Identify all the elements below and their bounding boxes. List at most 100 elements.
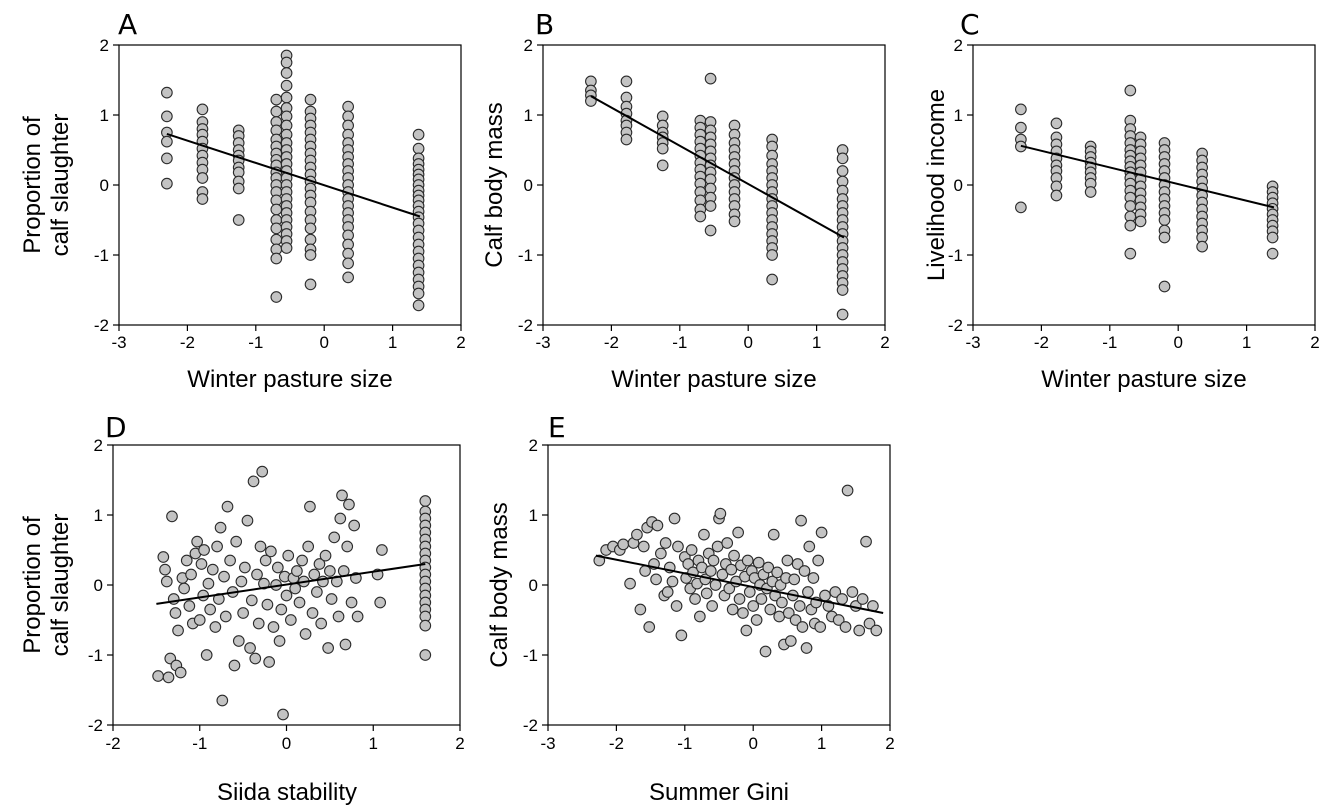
panel-c-x-tick-label-1: -2 bbox=[1034, 333, 1049, 352]
panel-b-data-point-33 bbox=[704, 72, 717, 85]
panel-a-data-point-97 bbox=[342, 100, 354, 113]
panel-d-data-point-81 bbox=[315, 617, 328, 630]
panel-e-data-point-88 bbox=[782, 607, 795, 619]
panel-a-y-label-line-2: calf slaughter bbox=[47, 114, 74, 257]
panel-e-data-point-20 bbox=[661, 586, 674, 598]
panel-e-data-point-44 bbox=[707, 554, 720, 567]
panel-b-data-point-80 bbox=[836, 152, 849, 165]
panel-c-x-tick-label-0: -3 bbox=[965, 333, 980, 352]
panel-a-fit-line bbox=[166, 132, 421, 218]
panel-d-data-point-52 bbox=[256, 465, 269, 478]
panel-b-fit-line bbox=[590, 95, 845, 239]
panel-c-data-point-14 bbox=[1050, 189, 1063, 202]
panel-d-y-axis-label: Proportion of calf slaughter bbox=[19, 514, 74, 657]
panel-d-data-point-34 bbox=[219, 610, 232, 623]
panel-a-data-point-30 bbox=[270, 105, 283, 118]
panel-d-y-tick-label-0: -2 bbox=[88, 716, 103, 735]
panel-e-data-point-19 bbox=[659, 537, 672, 549]
panel-b-y-tick-label-1: -1 bbox=[518, 246, 533, 265]
panel-e-data-point-56 bbox=[728, 549, 740, 562]
panel-d-x-tick-label-0: -2 bbox=[105, 734, 120, 753]
panel-e-data-point-15 bbox=[650, 573, 662, 586]
panel-d-data-point-46 bbox=[245, 594, 258, 607]
panel-c-x-tick-label-5: 2 bbox=[1310, 333, 1319, 352]
panel-c-data-point-66 bbox=[1158, 214, 1171, 226]
panel-d-data-point-85 bbox=[324, 565, 336, 577]
panel-e-data-point-0 bbox=[593, 554, 606, 567]
panel-b-data-point-4 bbox=[620, 75, 633, 88]
panel-a-data-point-96 bbox=[304, 278, 317, 291]
panel-b-y-tick-label-2: 0 bbox=[524, 176, 533, 195]
panel-e-data-point-105 bbox=[812, 554, 825, 567]
panel-a-data-point-116 bbox=[342, 247, 354, 260]
panel-b-y-tick-label-4: 2 bbox=[524, 36, 533, 55]
panel-a-data-point-93 bbox=[304, 233, 317, 246]
panel-d-data-point-3 bbox=[160, 575, 173, 588]
panel-d-y-tick-label-3: 1 bbox=[94, 506, 103, 525]
panel-e-y-tick-label-1: -1 bbox=[523, 646, 538, 665]
panel-a-data-point-46 bbox=[270, 233, 283, 246]
panel-e-data-point-113 bbox=[836, 593, 848, 605]
panel-e-data-point-17 bbox=[655, 547, 667, 560]
panel-b-data-point-46 bbox=[704, 224, 717, 237]
panel-d-y-label-line-2: calf slaughter bbox=[47, 514, 74, 657]
panel-d-data-point-44 bbox=[241, 514, 254, 527]
panel-e-data-point-67 bbox=[747, 600, 760, 612]
panel-a-data-point-53 bbox=[280, 79, 293, 92]
panel-a-letter: A bbox=[118, 8, 137, 41]
panel-a-data-point-95 bbox=[304, 249, 317, 261]
panel-c-y-tick-label-4: 2 bbox=[954, 36, 963, 55]
panel-d-data-point-102 bbox=[376, 544, 388, 556]
panel-e-data-point-64 bbox=[741, 554, 754, 567]
panel-d-data-point-49 bbox=[251, 568, 263, 581]
panel-e-data-point-49 bbox=[716, 568, 729, 581]
panel-c-y-tick-label-0: -2 bbox=[948, 316, 963, 335]
panel-a-data-point-4 bbox=[161, 152, 173, 165]
panel-a-data-point-28 bbox=[232, 214, 245, 226]
panel-e-data-point-107 bbox=[815, 526, 828, 539]
panel-e-data-point-7 bbox=[631, 528, 643, 541]
panel-d-data-point-28 bbox=[209, 621, 222, 633]
panel-d-data-point-60 bbox=[271, 561, 284, 574]
panel-c-x-tick-label-3: 0 bbox=[1173, 333, 1182, 352]
panel-e-data-point-10 bbox=[639, 565, 651, 577]
panel-d-data-point-6 bbox=[166, 510, 178, 523]
panel-e-data-point-95 bbox=[795, 514, 807, 527]
panel-a-data-point-17 bbox=[196, 193, 209, 205]
panel-b-x-tick-label-3: 0 bbox=[743, 333, 752, 352]
panel-e-data-point-99 bbox=[802, 586, 814, 598]
panel-c-y-tick-label-2: 0 bbox=[954, 176, 963, 195]
panel-a-data-point-48 bbox=[270, 252, 283, 265]
panel-e-data-point-45 bbox=[709, 579, 722, 591]
panel-d-data-point-35 bbox=[221, 500, 234, 513]
panel-e-data-point-9 bbox=[637, 540, 650, 553]
panel-b-x-tick-label-2: -1 bbox=[672, 333, 687, 352]
panel-e-data-point-115 bbox=[841, 484, 854, 497]
panel-e-data-point-26 bbox=[675, 629, 688, 642]
panel-d-data-point-42 bbox=[237, 607, 249, 619]
panel-a-y-tick-label-2: 0 bbox=[100, 176, 109, 195]
panel-d-data-point-71 bbox=[293, 596, 306, 609]
panel-d-data-point-94 bbox=[341, 540, 354, 553]
panel-d-data-point-89 bbox=[332, 610, 345, 623]
panel-c-fit-line bbox=[1020, 144, 1275, 209]
panel-d-data-point-67 bbox=[284, 614, 297, 626]
panel-e-y-axis-label: Calf body mass bbox=[486, 502, 513, 667]
panel-d-data-point-58 bbox=[267, 621, 280, 633]
panel-d-data-point-74 bbox=[299, 628, 312, 640]
panel-d-data-point-121 bbox=[419, 649, 432, 661]
panel-d-fit-line bbox=[156, 563, 426, 605]
panel-d-data-point-61 bbox=[273, 635, 286, 647]
panel-d-data-point-120 bbox=[419, 619, 432, 632]
panel-e-data-point-89 bbox=[784, 635, 797, 647]
panel-d-data-point-97 bbox=[348, 519, 361, 532]
panel-d-data-point-96 bbox=[345, 596, 358, 609]
panel-a-data-point-120 bbox=[412, 142, 425, 155]
panel-d-data-point-11 bbox=[174, 666, 187, 679]
panel-d-data-point-1 bbox=[157, 551, 170, 563]
panel-d-data-point-78 bbox=[308, 568, 321, 581]
panel-e-y-label-line-1: Calf body mass bbox=[486, 502, 513, 667]
panel-a-y-tick-label-4: 2 bbox=[100, 36, 109, 55]
